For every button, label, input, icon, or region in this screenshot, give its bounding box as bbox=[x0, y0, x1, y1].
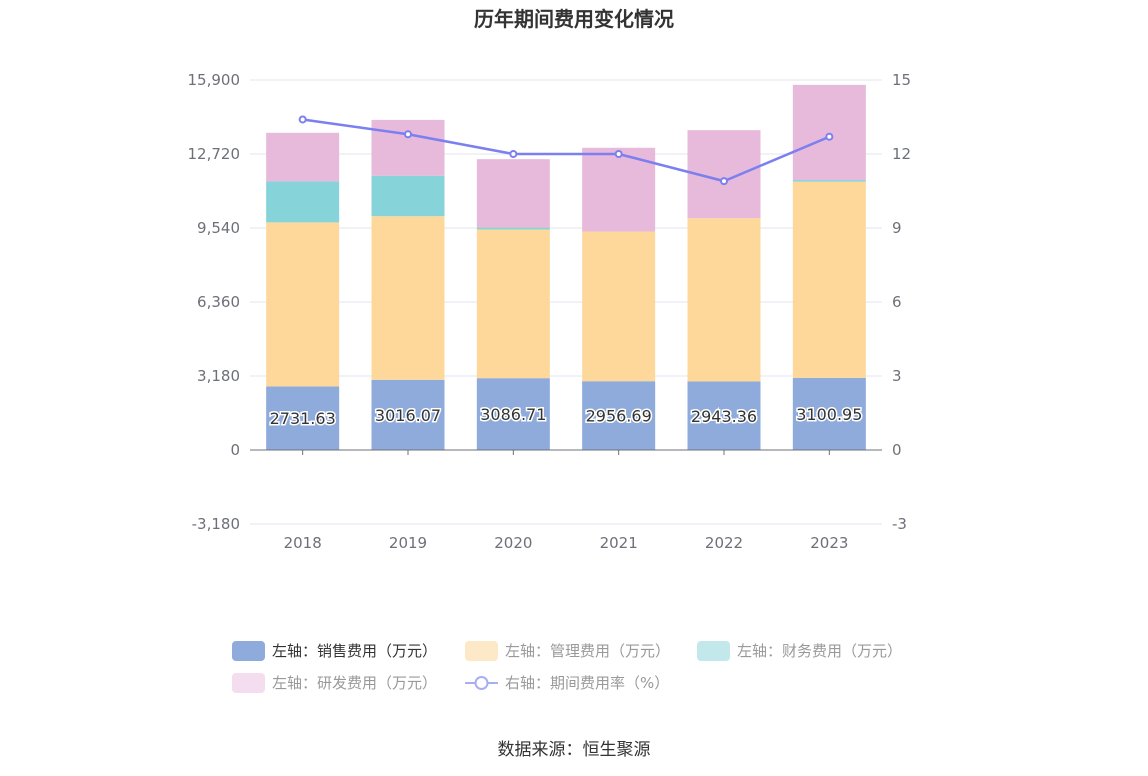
grid-lines bbox=[250, 79, 882, 525]
right-tick-label: 15 bbox=[892, 71, 911, 89]
bar-segment bbox=[476, 159, 550, 228]
right-tick-label: 12 bbox=[892, 145, 911, 163]
bar-segment bbox=[371, 216, 445, 380]
right-tick-label: 3 bbox=[892, 367, 902, 385]
bar-segment bbox=[687, 381, 761, 450]
bar-segment bbox=[582, 231, 656, 382]
chart-title: 历年期间费用变化情况 bbox=[474, 7, 674, 31]
x-tick-label: 2020 bbox=[494, 534, 532, 552]
legend-swatch bbox=[232, 673, 265, 693]
sales-value-label: 3100.95 bbox=[796, 405, 862, 424]
bar-segment bbox=[792, 377, 866, 450]
bar-segment bbox=[792, 84, 866, 181]
rate-point bbox=[298, 115, 307, 124]
rate-line bbox=[298, 115, 834, 186]
bar-segment bbox=[582, 381, 656, 450]
legend-swatch bbox=[465, 641, 498, 661]
rate-point bbox=[614, 150, 623, 158]
left-tick-label: 0 bbox=[230, 441, 240, 459]
x-tick-label: 2018 bbox=[284, 534, 322, 552]
right-tick-label: 0 bbox=[892, 441, 902, 459]
bar-labels: 2731.63 3016.07 3086.71 2956.69 2943.36 3100.… bbox=[268, 403, 864, 429]
bar-segment bbox=[476, 229, 550, 379]
bar-segment bbox=[582, 147, 656, 232]
legend-item: 左轴：管理费用（万元） bbox=[465, 641, 670, 661]
x-tick-label: 2023 bbox=[810, 534, 848, 552]
rate-point bbox=[509, 150, 518, 158]
x-tick-label: 2021 bbox=[600, 534, 638, 552]
sales-value-label: 2956.69 bbox=[586, 407, 652, 426]
bars bbox=[266, 84, 866, 450]
bar-segment bbox=[371, 119, 445, 176]
bar-segment bbox=[371, 175, 445, 217]
left-axis-ticks: -3,180 0 3,180 6,360 9,540 12,720 15,900 bbox=[188, 71, 241, 533]
right-tick-label: 9 bbox=[892, 219, 902, 237]
rate-point bbox=[720, 177, 728, 186]
legend-item: 左轴：研发费用（万元） bbox=[232, 673, 437, 693]
left-tick-label: 12,720 bbox=[188, 145, 241, 163]
rate-point bbox=[825, 132, 834, 141]
right-tick-label: 6 bbox=[892, 293, 902, 311]
source-label: 数据来源：恒生聚源 bbox=[498, 740, 651, 760]
bar-segment bbox=[792, 180, 866, 182]
sales-value-label: 2731.63 bbox=[270, 409, 336, 428]
left-tick-label: 9,540 bbox=[197, 219, 240, 237]
left-tick-label: -3,180 bbox=[192, 515, 240, 533]
legend-label: 左轴：财务费用（万元） bbox=[737, 642, 902, 660]
sales-value-label: 3086.71 bbox=[480, 405, 546, 424]
legend-label: 右轴：期间费用率（%） bbox=[505, 674, 669, 692]
bar-segment bbox=[266, 386, 340, 450]
left-tick-label: 3,180 bbox=[197, 367, 240, 385]
bar-segment bbox=[476, 227, 550, 230]
left-tick-label: 6,360 bbox=[197, 293, 240, 311]
bar-segment bbox=[266, 181, 340, 223]
legend-swatch bbox=[232, 641, 265, 661]
x-tick-label: 2019 bbox=[389, 534, 427, 552]
sales-value-label: 3016.07 bbox=[375, 406, 441, 425]
bar-segment bbox=[687, 218, 761, 382]
left-tick-label: 15,900 bbox=[188, 71, 241, 89]
bar-segment bbox=[266, 222, 340, 387]
right-axis-ticks: -3 0 3 6 9 12 15 bbox=[892, 71, 911, 533]
bar-segment bbox=[476, 378, 550, 450]
rate-point bbox=[404, 130, 412, 139]
rate-line-path bbox=[302, 118, 830, 183]
legend-label: 左轴：研发费用（万元） bbox=[272, 674, 437, 692]
x-tick-label: 2022 bbox=[705, 534, 743, 552]
legend: 左轴：销售费用（万元） 左轴：管理费用（万元） 左轴：财务费用（万元） 左轴：研发费用… bbox=[232, 641, 902, 693]
x-axis bbox=[250, 449, 882, 455]
bar-segment bbox=[266, 132, 340, 182]
legend-item: 右轴：期间费用率（%） bbox=[465, 674, 669, 692]
x-axis-ticks: 2018 2019 2020 2021 2022 2023 bbox=[284, 534, 849, 552]
right-tick-label: -3 bbox=[892, 515, 907, 533]
legend-label: 左轴：销售费用（万元） bbox=[272, 642, 437, 660]
legend-item: 左轴：销售费用（万元） bbox=[232, 641, 437, 661]
legend-swatch bbox=[697, 641, 730, 661]
bar-segment bbox=[371, 379, 445, 450]
legend-label: 左轴：管理费用（万元） bbox=[505, 642, 670, 660]
sales-value-label: 2943.36 bbox=[691, 407, 757, 426]
legend-line-marker bbox=[474, 676, 489, 690]
bar-segment bbox=[792, 181, 866, 378]
legend-item: 左轴：财务费用（万元） bbox=[697, 641, 902, 661]
